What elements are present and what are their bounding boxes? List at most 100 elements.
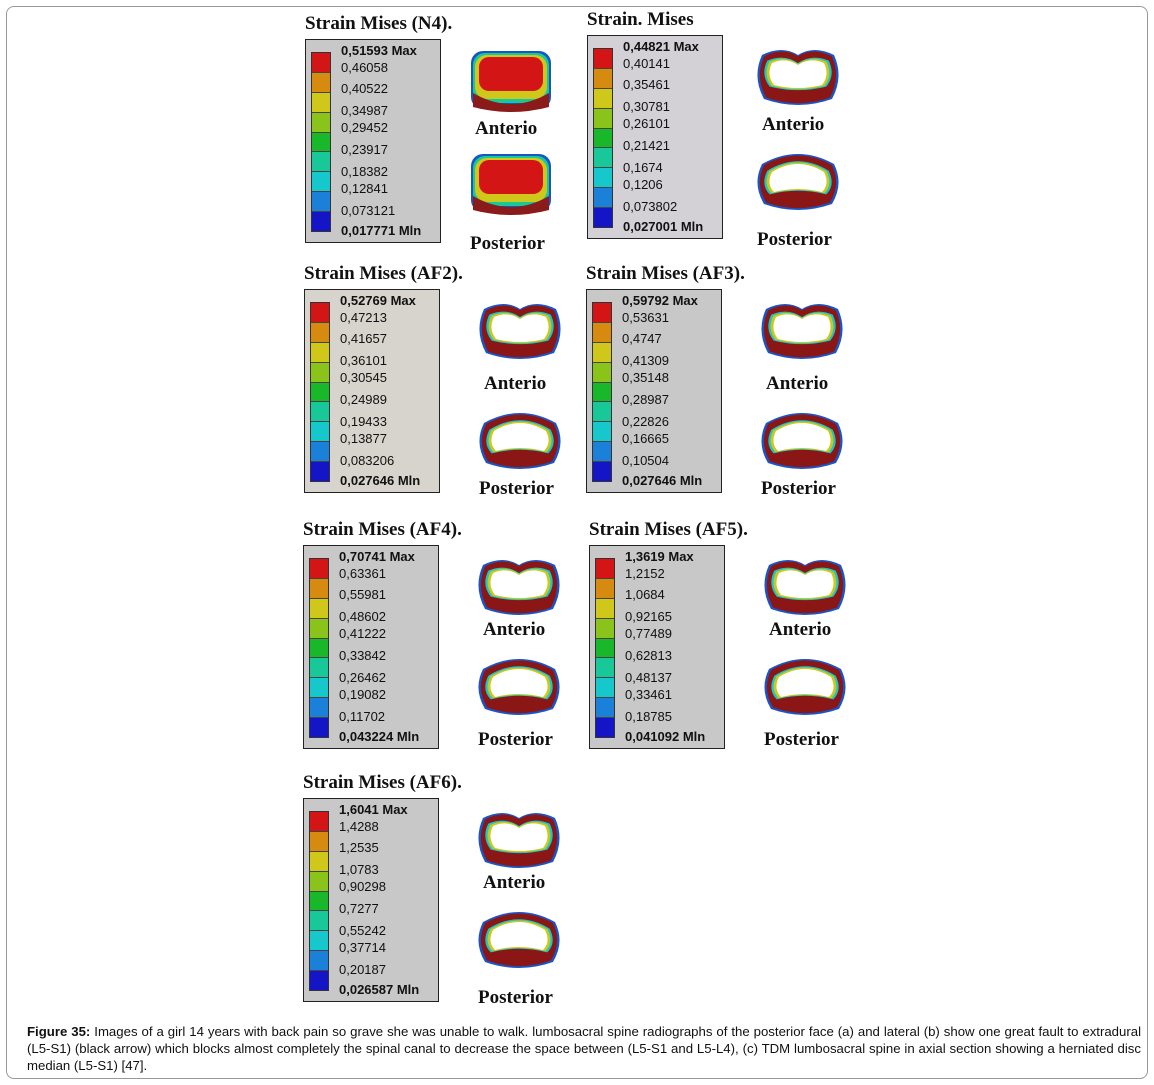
legend-value: 0,18785 xyxy=(625,709,672,724)
legend-swatch xyxy=(593,442,611,463)
posterior-view-label: Posterior xyxy=(478,729,553,750)
legend-value: 0,35148 xyxy=(622,370,669,385)
legend-value: 0,10504 xyxy=(622,453,669,468)
legend-value: 0,7277 xyxy=(339,901,379,916)
anterior-disc-image xyxy=(756,295,848,365)
legend-swatch xyxy=(312,172,330,193)
legend-value: 0,073121 xyxy=(341,203,396,218)
legend-max-value: 0,70741 Max xyxy=(339,549,415,564)
legend-value: 0,22826 xyxy=(622,414,669,429)
legend-value: 0,33842 xyxy=(339,648,386,663)
legend-value: 0,16665 xyxy=(622,431,669,446)
legend-max-value: 0,52769 Max xyxy=(340,293,416,308)
caption-text: Images of a girl 14 years with back pain… xyxy=(27,1024,1141,1073)
legend-value: 0,62813 xyxy=(625,648,672,663)
color-legend: 0,44821 Max 0,40141 0,35461 0,30781 0,26101 0… xyxy=(587,35,723,239)
posterior-disc-image xyxy=(473,902,565,972)
legend-swatch xyxy=(594,49,612,69)
legend-value: 0,19082 xyxy=(339,687,386,702)
legend-swatch xyxy=(310,618,328,639)
legend-min-value: 0,041092 Mln xyxy=(625,729,706,744)
legend-color-scale xyxy=(309,558,329,738)
legend-swatch xyxy=(310,812,328,832)
figure-caption: Figure 35: Images of a girl 14 years wit… xyxy=(27,1023,1141,1074)
anterior-disc-image xyxy=(759,551,851,621)
legend-swatch xyxy=(310,678,328,699)
legend-value: 0,29452 xyxy=(341,120,388,135)
legend-value: 0,46058 xyxy=(341,60,388,75)
legend-max-value: 0,51593 Max xyxy=(341,43,417,58)
legend-swatch xyxy=(310,578,328,599)
legend-value: 0,30545 xyxy=(340,370,387,385)
strain-panel-af5: Strain Mises (AF5). 1,3619 Max 1,2152 1,068… xyxy=(589,519,859,769)
legend-max-value: 0,59792 Max xyxy=(622,293,698,308)
legend-swatch xyxy=(310,831,328,852)
caption-label: Figure 35: xyxy=(27,1024,91,1039)
legend-swatch xyxy=(593,342,611,363)
legend-value: 0,55981 xyxy=(339,587,386,602)
legend-swatch xyxy=(594,68,612,89)
posterior-disc-image xyxy=(473,649,565,719)
legend-swatch xyxy=(310,871,328,892)
legend-swatch xyxy=(594,188,612,209)
legend-value: 1,4288 xyxy=(339,819,379,834)
legend-max-value: 1,6041 Max xyxy=(339,802,408,817)
legend-min-value: 0,026587 Mln xyxy=(339,982,420,997)
legend-swatch xyxy=(593,322,611,343)
legend-value: 0,26462 xyxy=(339,670,386,685)
strain-panel-af2: Strain Mises (AF2). 0,52769 Max 0,47213 0,4… xyxy=(304,263,574,513)
posterior-disc-image xyxy=(465,148,557,218)
legend-value: 0,90298 xyxy=(339,879,386,894)
legend-min-value: 0,043224 Mln xyxy=(339,729,420,744)
legend-swatch xyxy=(596,658,614,679)
anterior-view-label: Anterio xyxy=(769,619,832,640)
legend-swatch xyxy=(596,638,614,659)
legend-swatch xyxy=(310,971,328,991)
panel-title: Strain. Mises xyxy=(587,9,694,30)
legend-swatch xyxy=(593,422,611,443)
anterior-disc-image xyxy=(752,41,844,111)
legend-value: 0,073802 xyxy=(623,199,678,214)
legend-swatch xyxy=(596,678,614,699)
legend-swatch xyxy=(310,598,328,619)
legend-value: 0,26101 xyxy=(623,116,670,131)
legend-value: 0,48137 xyxy=(625,670,672,685)
legend-value: 0,55242 xyxy=(339,923,386,938)
legend-value: 0,4747 xyxy=(622,331,662,346)
legend-swatch xyxy=(310,951,328,972)
anterior-view-label: Anterio xyxy=(484,373,547,394)
legend-swatch xyxy=(312,132,330,153)
legend-swatch xyxy=(596,718,614,738)
legend-swatch xyxy=(311,462,329,482)
legend-swatch xyxy=(310,658,328,679)
color-legend: 0,52769 Max 0,47213 0,41657 0,36101 0,30545 0… xyxy=(304,289,440,493)
legend-value: 0,41657 xyxy=(340,331,387,346)
legend-swatch xyxy=(596,698,614,719)
legend-swatch xyxy=(311,303,329,323)
legend-value: 0,12841 xyxy=(341,181,388,196)
legend-swatch xyxy=(593,303,611,323)
panel-title: Strain Mises (AF4). xyxy=(303,519,462,540)
strain-panel-af1: Strain. Mises 0,44821 Max 0,40141 0,35461 0,… xyxy=(587,9,857,259)
legend-swatch xyxy=(310,698,328,719)
legend-swatch xyxy=(593,382,611,403)
posterior-view-label: Posterior xyxy=(470,233,545,254)
legend-swatch xyxy=(311,382,329,403)
legend-swatch xyxy=(594,208,612,228)
anterior-view-label: Anterio xyxy=(483,872,546,893)
legend-value: 0,1674 xyxy=(623,160,663,175)
legend-swatch xyxy=(311,322,329,343)
legend-swatch xyxy=(596,578,614,599)
legend-swatch xyxy=(593,462,611,482)
panel-title: Strain Mises (AF5). xyxy=(589,519,748,540)
legend-color-scale xyxy=(592,302,612,482)
anterior-view-label: Anterio xyxy=(475,118,538,139)
legend-swatch xyxy=(594,108,612,129)
legend-value: 0,19433 xyxy=(340,414,387,429)
legend-swatch xyxy=(312,72,330,93)
legend-value: 0,083206 xyxy=(340,453,395,468)
posterior-view-label: Posterior xyxy=(764,729,839,750)
legend-color-scale xyxy=(310,302,330,482)
legend-swatch xyxy=(594,168,612,189)
legend-swatch xyxy=(310,891,328,912)
